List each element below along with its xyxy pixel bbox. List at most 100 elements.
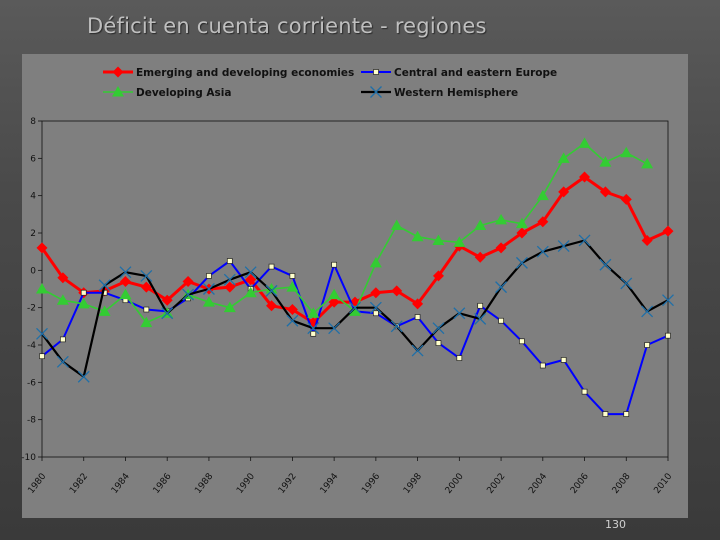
- data-point: [307, 322, 320, 335]
- data-point: [370, 287, 382, 299]
- y-tick-label: -4: [27, 341, 36, 351]
- data-point: [558, 186, 570, 198]
- data-point: [390, 219, 403, 231]
- data-point: [119, 266, 132, 279]
- data-point: [328, 296, 340, 308]
- data-point: [432, 322, 445, 335]
- data-point: [453, 236, 466, 247]
- data-point: [57, 272, 69, 284]
- data-point: [620, 277, 633, 290]
- data-point: [140, 269, 153, 282]
- data-point: [411, 344, 424, 357]
- data-point: [599, 156, 612, 167]
- data-point: [286, 314, 299, 327]
- data-point: [36, 283, 48, 294]
- data-point: [432, 270, 444, 282]
- data-point: [266, 300, 278, 312]
- data-point: [477, 302, 484, 309]
- data-point: [602, 411, 609, 417]
- y-tick-label: -6: [27, 378, 36, 388]
- data-point: [331, 261, 337, 268]
- data-point: [112, 86, 124, 97]
- data-point: [98, 279, 111, 292]
- data-point: [265, 284, 278, 297]
- data-point: [516, 227, 528, 239]
- data-point: [560, 357, 567, 363]
- data-point: [161, 294, 173, 306]
- data-point: [140, 281, 152, 293]
- data-point: [641, 234, 653, 246]
- data-point: [581, 388, 588, 395]
- data-point: [373, 310, 379, 317]
- data-point: [662, 294, 674, 307]
- data-point: [112, 66, 124, 78]
- data-point: [390, 320, 403, 333]
- data-point: [310, 330, 317, 337]
- data-point: [286, 304, 298, 316]
- data-point: [119, 288, 132, 300]
- data-point: [223, 273, 236, 286]
- data-point: [36, 242, 48, 254]
- data-point: [620, 193, 632, 205]
- data-point: [60, 336, 66, 343]
- data-point: [456, 355, 463, 361]
- data-point: [495, 281, 508, 294]
- y-tick-label: 6: [30, 154, 36, 164]
- data-point: [39, 353, 45, 360]
- data-point: [536, 189, 549, 201]
- data-point: [373, 69, 379, 75]
- data-point: [453, 307, 466, 320]
- data-point: [244, 266, 257, 279]
- data-point: [77, 297, 90, 309]
- y-tick-label: 2: [30, 229, 36, 239]
- data-point: [578, 234, 591, 247]
- data-point: [143, 306, 150, 313]
- data-point: [623, 411, 630, 417]
- legend-label: Emerging and developing economies: [136, 67, 354, 79]
- data-point: [98, 305, 111, 316]
- legend-label: Central and eastern Europe: [394, 67, 557, 79]
- data-point: [182, 288, 195, 301]
- data-point: [662, 225, 674, 237]
- data-point: [369, 301, 382, 314]
- chart-area: [22, 54, 688, 518]
- data-point: [391, 285, 403, 297]
- data-point: [245, 274, 257, 286]
- data-point: [536, 245, 549, 258]
- legend-label: Developing Asia: [136, 87, 231, 99]
- data-point: [80, 289, 87, 296]
- data-point: [474, 219, 487, 231]
- data-point: [206, 273, 212, 279]
- data-point: [119, 276, 131, 288]
- data-point: [36, 327, 48, 340]
- legend-label: Western Hemisphere: [394, 87, 518, 99]
- data-point: [537, 216, 549, 228]
- data-point: [557, 152, 570, 163]
- data-point: [435, 340, 442, 346]
- data-point: [515, 217, 528, 229]
- data-point: [412, 298, 424, 310]
- y-tick-label: -10: [21, 453, 36, 463]
- data-point: [202, 283, 215, 295]
- data-point: [328, 322, 341, 335]
- y-tick-label: 0: [30, 266, 36, 276]
- data-point: [432, 234, 445, 245]
- data-point: [349, 301, 361, 314]
- data-point: [223, 301, 236, 313]
- y-tick-label: -2: [27, 304, 36, 314]
- data-point: [578, 137, 591, 148]
- data-point: [349, 305, 361, 316]
- data-point: [641, 305, 654, 318]
- data-point: [641, 157, 654, 169]
- series-line: [41, 142, 648, 324]
- data-point: [77, 370, 90, 383]
- data-point: [268, 263, 275, 270]
- data-point: [665, 332, 671, 339]
- data-point: [161, 307, 174, 320]
- data-point: [495, 213, 508, 225]
- data-point: [369, 256, 382, 268]
- slide-title: Déficit en cuenta corriente - regiones: [87, 14, 487, 38]
- data-point: [370, 86, 382, 98]
